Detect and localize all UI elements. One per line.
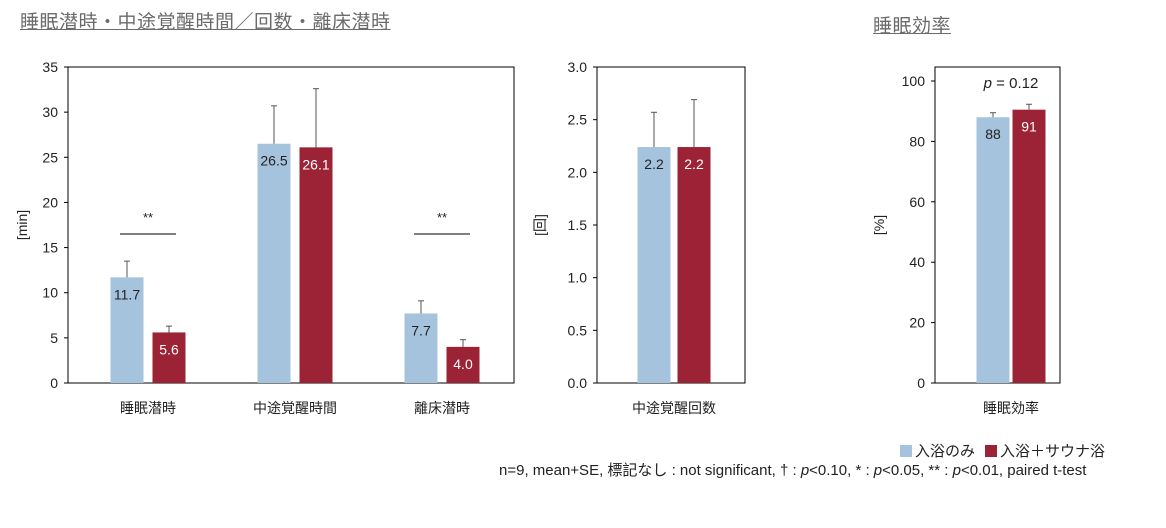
y-tick-label-0-0: 0 (50, 375, 58, 391)
y-tick-label-0-2: 10 (42, 285, 58, 301)
bar-2-0-1 (1012, 109, 1046, 383)
footnote-p1: p (800, 462, 810, 479)
footnote-prefix: n=9, mean+SE, 標記なし : not significant, † … (499, 462, 801, 479)
bar-0-1-1 (299, 147, 333, 383)
y-tick-label-1-1: 0.5 (568, 322, 588, 338)
plot-frame-1 (596, 66, 746, 384)
data-label-1-0-1: 2.2 (684, 156, 704, 172)
legend-label-sauna: 入浴＋サウナ浴 (1000, 443, 1106, 460)
footnote-t2: <0.05, ** : (882, 462, 953, 479)
footnote-p3: p (952, 462, 961, 479)
bar-0-1-0 (257, 143, 291, 383)
data-label-1-0-0: 2.2 (644, 156, 664, 172)
legend-swatch-bath (900, 444, 912, 457)
x-tick-label-0-2: 離床潜時 (414, 400, 470, 416)
x-tick-label-2-0: 睡眠効率 (983, 400, 1039, 416)
y-tick-label-1-5: 2.5 (568, 112, 588, 128)
data-label-0-1-0: 26.5 (260, 153, 287, 169)
y-tick-label-2-0: 0 (917, 375, 925, 391)
y-tick-label-0-4: 20 (42, 194, 58, 210)
y-tick-label-0-5: 25 (42, 149, 58, 165)
data-label-0-0-0: 11.7 (114, 286, 140, 302)
legend: 入浴のみ 入浴＋サウナ浴 (900, 440, 1115, 461)
x-tick-label-0-1: 中途覚醒時間 (253, 400, 337, 416)
bar-0-0-0 (110, 277, 144, 383)
y-tick-label-2-3: 60 (909, 194, 925, 210)
legend-item-bath: 入浴のみ (900, 440, 975, 461)
legend-item-sauna: 入浴＋サウナ浴 (985, 440, 1105, 461)
data-label-2-0-0: 88 (985, 126, 1001, 142)
left-title: 睡眠潜時・中途覚醒時間／回数・離床潜時 (20, 12, 391, 33)
significance-marker-0-1: ** (437, 210, 447, 225)
bar-1-0-1 (677, 147, 711, 383)
y-tick-label-2-5: 100 (902, 73, 926, 89)
bar-0-2-0 (404, 313, 438, 383)
right-title: 睡眠効率 (873, 16, 952, 37)
x-tick-label-1-0: 中途覚醒回数 (632, 400, 716, 416)
footnote: n=9, mean+SE, 標記なし : not significant, † … (499, 459, 1086, 480)
y-tick-label-1-6: 3.0 (568, 59, 588, 75)
y-axis-label-0: [min] (14, 210, 30, 240)
y-tick-label-0-1: 5 (50, 330, 58, 346)
y-tick-label-2-2: 40 (909, 254, 925, 270)
y-tick-label-1-0: 0.0 (568, 375, 588, 391)
y-axis-label-1: [回] (532, 214, 548, 236)
y-tick-label-1-4: 2.0 (568, 164, 588, 180)
y-tick-label-0-7: 35 (42, 59, 58, 75)
p-value-label-2: p = 0.12 (983, 75, 1039, 92)
legend-swatch-sauna (985, 444, 998, 457)
bar-2-0-0 (976, 117, 1010, 384)
data-label-0-2-1: 4.0 (453, 356, 473, 372)
legend-label-bath: 入浴のみ (915, 443, 976, 460)
bar-0-2-1 (446, 346, 480, 383)
data-label-2-0-1: 91 (1021, 119, 1037, 135)
y-tick-label-0-6: 30 (42, 104, 58, 120)
data-label-0-2-0: 7.7 (411, 322, 431, 338)
y-tick-label-1-2: 1.0 (568, 270, 588, 286)
y-tick-label-2-4: 80 (909, 133, 925, 149)
significance-marker-0-0: ** (143, 210, 153, 225)
footnote-p2: p (873, 462, 883, 479)
footnote-t3: <0.01, paired t-test (960, 462, 1087, 479)
bar-1-0-0 (637, 147, 671, 383)
footnote-t1: <0.10, * : (809, 462, 874, 479)
bar-0-0-1 (152, 332, 186, 383)
y-tick-label-2-1: 20 (909, 315, 925, 331)
x-tick-label-0-0: 睡眠潜時 (120, 400, 176, 416)
data-label-0-0-1: 5.6 (159, 341, 179, 357)
y-axis-label-2: [%] (871, 215, 887, 235)
data-label-0-1-1: 26.1 (302, 156, 329, 172)
y-tick-label-0-3: 15 (42, 240, 58, 256)
y-tick-label-1-3: 1.5 (568, 217, 588, 233)
plot-frame-0 (67, 66, 515, 384)
